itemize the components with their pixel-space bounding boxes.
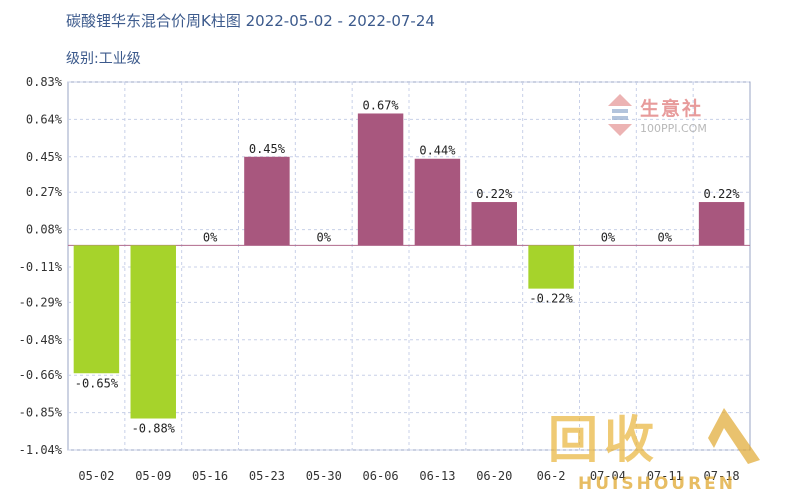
brand-watermark: 生意社 bbox=[640, 98, 704, 120]
x-tick-label: 05-02 bbox=[78, 469, 114, 483]
x-tick-label: 07-11 bbox=[647, 469, 683, 483]
data-labels: -0.65% -0.88% 0% 0.45% 0% 0.67% 0.44% 0.22% -0.2… bbox=[75, 98, 741, 435]
y-tick-label: -0.11% bbox=[19, 260, 63, 274]
x-tick-label: 05-30 bbox=[306, 469, 342, 483]
data-label: 0.45% bbox=[249, 142, 286, 156]
y-tick-label: -0.85% bbox=[19, 406, 63, 420]
corner-watermark-sub: HUISHOUREN bbox=[578, 474, 737, 494]
data-label: 0.67% bbox=[363, 98, 400, 112]
bars bbox=[73, 113, 745, 419]
bar bbox=[414, 158, 461, 246]
data-label: 0.22% bbox=[704, 187, 741, 201]
data-label: 0% bbox=[203, 230, 218, 244]
bar bbox=[73, 245, 120, 374]
y-tick-label: -1.04% bbox=[19, 443, 63, 457]
brand-logo-icon bbox=[608, 94, 632, 136]
x-tick-label: 06-13 bbox=[419, 469, 455, 483]
y-tick-label: 0.08% bbox=[26, 223, 63, 237]
x-tick-label: 05-09 bbox=[135, 469, 171, 483]
data-label: 0% bbox=[317, 230, 332, 244]
bar bbox=[130, 245, 176, 419]
y-tick-label: -0.29% bbox=[19, 295, 63, 309]
corner-watermark-icon bbox=[708, 408, 760, 464]
x-tick-label: 05-23 bbox=[249, 469, 285, 483]
y-tick-label: 0.64% bbox=[26, 112, 63, 126]
chart-subtitle: 级别:工业级 bbox=[66, 51, 141, 67]
chart-title: 碳酸锂华东混合价周K柱图 2022-05-02 - 2022-07-24 bbox=[66, 12, 435, 30]
data-label: 0% bbox=[658, 230, 673, 244]
bar bbox=[244, 156, 290, 246]
x-tick-label: 07-18 bbox=[704, 469, 740, 483]
x-tick-label: 06-20 bbox=[476, 469, 512, 483]
y-axis-ticks: 0.83% 0.64% 0.45% 0.27% 0.08% -0.11% -0.29% -0.… bbox=[19, 75, 63, 457]
y-tick-label: 0.83% bbox=[26, 75, 63, 89]
grid-lines bbox=[67, 81, 751, 451]
x-tick-label: 05-16 bbox=[192, 469, 228, 483]
x-tick-label: 06-06 bbox=[363, 469, 399, 483]
data-label: -0.88% bbox=[132, 422, 176, 436]
bar bbox=[528, 245, 574, 289]
bar bbox=[471, 202, 517, 246]
x-axis-ticks: 05-02 05-09 05-16 05-23 05-30 06-06 06-13 06-20… bbox=[78, 469, 739, 483]
data-label: -0.22% bbox=[529, 292, 573, 306]
bar bbox=[357, 113, 404, 246]
y-tick-label: -0.66% bbox=[19, 368, 63, 382]
y-tick-label: -0.48% bbox=[19, 333, 63, 347]
data-label: 0.22% bbox=[476, 187, 513, 201]
x-tick-label: 07-04 bbox=[590, 469, 626, 483]
corner-watermark-text: 回收 bbox=[548, 411, 660, 469]
data-label: 0.44% bbox=[419, 144, 456, 158]
brand-site-watermark: 100PPI.COM bbox=[640, 122, 707, 135]
data-label: -0.65% bbox=[75, 376, 119, 390]
x-tick-label: 06-2 bbox=[537, 469, 566, 483]
y-tick-label: 0.27% bbox=[26, 185, 63, 199]
bar bbox=[698, 202, 745, 246]
data-label: 0% bbox=[601, 230, 616, 244]
y-tick-label: 0.45% bbox=[26, 150, 63, 164]
